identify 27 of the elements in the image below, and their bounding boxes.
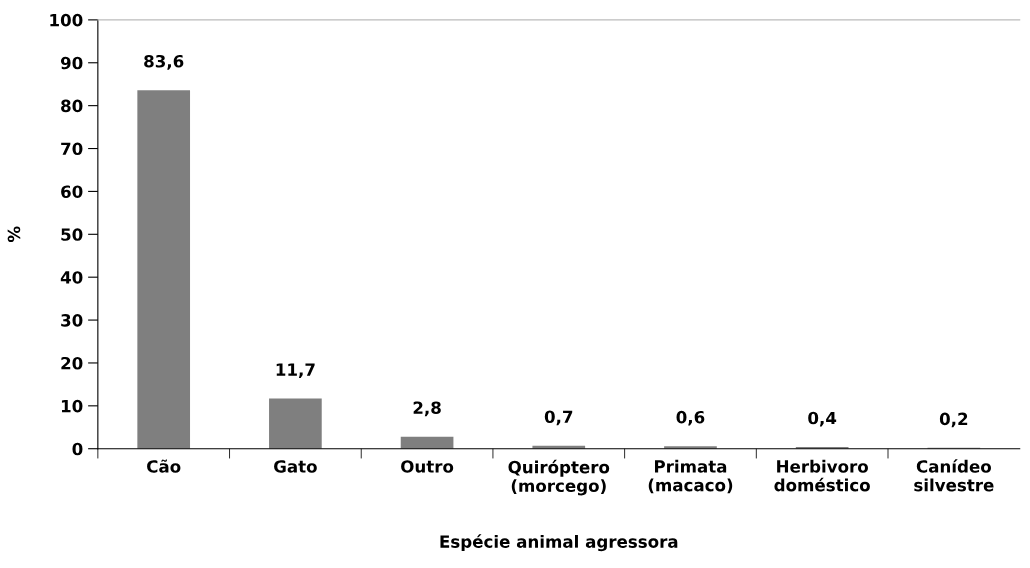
data-label: 0,7 [544, 410, 573, 426]
y-tick-label: 90 [60, 56, 83, 70]
y-axis-title: % [7, 226, 21, 243]
data-label: 83,6 [144, 54, 184, 70]
y-tick-label: 50 [61, 228, 83, 241]
y-tick-label: 0 [72, 442, 83, 456]
x-tick-label: Herbivoro doméstico [774, 459, 870, 492]
data-label: 0,2 [939, 412, 968, 428]
y-tick-label: 20 [61, 356, 83, 370]
data-label: 11,7 [276, 363, 315, 378]
x-tick-label: Primata (macaco) [648, 459, 733, 494]
x-tick-label: Gato [274, 460, 317, 473]
y-tick-label: 100 [50, 13, 83, 27]
data-label: 0,4 [808, 411, 837, 427]
x-tick-label: Outro [401, 460, 454, 473]
x-tick-label: Cão [147, 459, 181, 473]
y-tick-label: 30 [61, 314, 83, 327]
y-tick-label: 80 [61, 99, 83, 113]
data-label: 0,6 [676, 410, 705, 426]
x-tick-label: Canídeo silvestre [914, 459, 994, 492]
y-tick-label: 70 [61, 142, 83, 156]
y-tick-label: 10 [61, 399, 83, 413]
x-axis-title: Espécie animal agressora [440, 534, 678, 552]
data-label: 2,8 [413, 401, 441, 417]
y-tick-label: 40 [60, 271, 83, 284]
x-tick-label: Quiróptero (morcego) [508, 459, 610, 496]
y-tick-label: 60 [61, 185, 83, 198]
